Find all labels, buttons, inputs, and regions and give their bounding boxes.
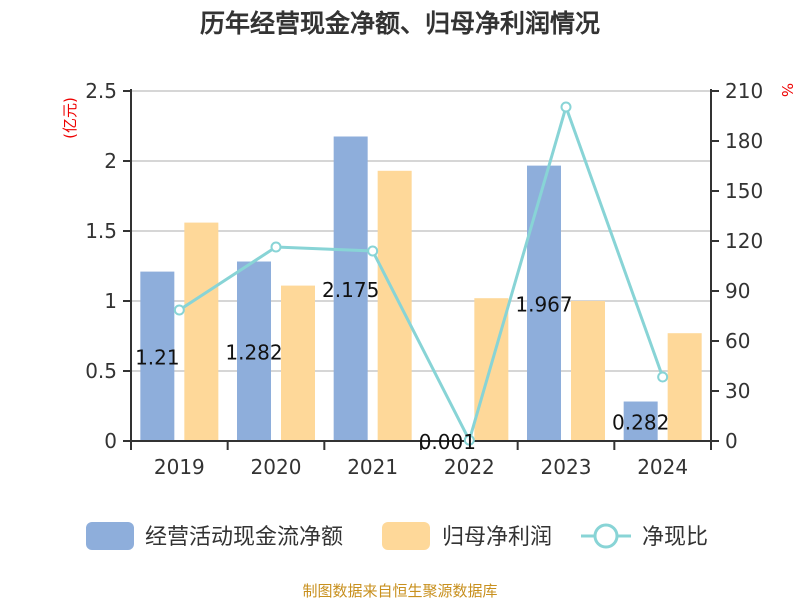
data-label: 1.21 xyxy=(135,345,180,369)
chart-title: 历年经营现金净额、归母净利润情况 xyxy=(200,9,600,38)
right-axis-unit: % xyxy=(778,83,796,97)
x-tick-label: 2020 xyxy=(251,455,302,479)
bar-net-profit xyxy=(571,301,605,441)
x-tick-label: 2024 xyxy=(637,455,688,479)
data-label: 0.001 xyxy=(419,430,476,454)
right-tick-label: 150 xyxy=(725,179,763,203)
left-tick-label: 1 xyxy=(104,289,117,313)
legend-swatch-net-profit[interactable] xyxy=(382,522,430,550)
data-label: 1.282 xyxy=(225,340,282,364)
left-tick-label: 2.5 xyxy=(85,79,117,103)
left-tick-label: 2 xyxy=(104,149,117,173)
left-axis-unit: (亿元) xyxy=(61,97,79,139)
left-tick-label: 0.5 xyxy=(85,359,117,383)
legend-swatch-cashflow[interactable] xyxy=(86,522,134,550)
data-label: 1.967 xyxy=(515,292,572,316)
bar-cashflow xyxy=(333,136,368,441)
data-labels: 1.21 1.282 2.175 0.001 1.967 0.282 xyxy=(135,278,669,454)
data-label: 2.175 xyxy=(322,278,379,302)
ratio-point xyxy=(463,434,475,446)
right-tick-label: 90 xyxy=(725,279,750,303)
axes: 0 0.5 1 1.5 2 2.5 0 30 60 90 120 150 180 210 2019 2020 2… xyxy=(85,79,763,479)
ratio-line xyxy=(173,101,669,446)
bar-cashflow xyxy=(237,261,271,441)
bar-net-profit xyxy=(281,285,315,441)
ratio-line-path xyxy=(178,102,665,445)
ratio-point xyxy=(657,371,669,383)
right-tick-label: 120 xyxy=(725,229,763,253)
right-tick-label: 0 xyxy=(725,429,738,453)
x-tick-label: 2019 xyxy=(154,455,205,479)
left-tick-label: 0 xyxy=(104,429,117,453)
legend-label-ratio[interactable]: 净现比 xyxy=(642,525,708,550)
bar-net-profit xyxy=(667,333,702,441)
right-tick-label: 30 xyxy=(725,379,750,403)
x-tick-label: 2021 xyxy=(347,455,398,479)
right-tick-label: 180 xyxy=(725,129,763,153)
legend-marker-ratio[interactable] xyxy=(593,523,619,549)
bar-cashflow xyxy=(527,165,561,441)
right-tick-label: 60 xyxy=(725,329,750,353)
ratio-point xyxy=(367,245,379,257)
bar-net-profit xyxy=(184,222,219,441)
legend-label-net-profit[interactable]: 归母净利润 xyxy=(442,525,552,550)
ratio-point xyxy=(560,101,572,113)
bar-net-profit xyxy=(377,170,412,442)
bars xyxy=(140,136,702,442)
x-tick-label: 2023 xyxy=(541,455,592,479)
ratio-point xyxy=(173,304,185,316)
data-label: 0.282 xyxy=(612,410,669,434)
right-tick-label: 210 xyxy=(725,79,763,103)
left-tick-label: 1.5 xyxy=(85,219,117,243)
legend-label-cashflow[interactable]: 经营活动现金流净额 xyxy=(145,525,343,550)
data-source: 制图数据来自恒生聚源数据库 xyxy=(302,582,497,600)
bar-cashflow xyxy=(623,401,658,441)
bar-cashflow xyxy=(140,271,175,441)
legend: 经营活动现金流净额 归母净利润 净现比 xyxy=(86,522,708,550)
gridlines xyxy=(131,90,711,372)
x-tick-label: 2022 xyxy=(444,455,495,479)
ratio-point xyxy=(270,241,282,253)
